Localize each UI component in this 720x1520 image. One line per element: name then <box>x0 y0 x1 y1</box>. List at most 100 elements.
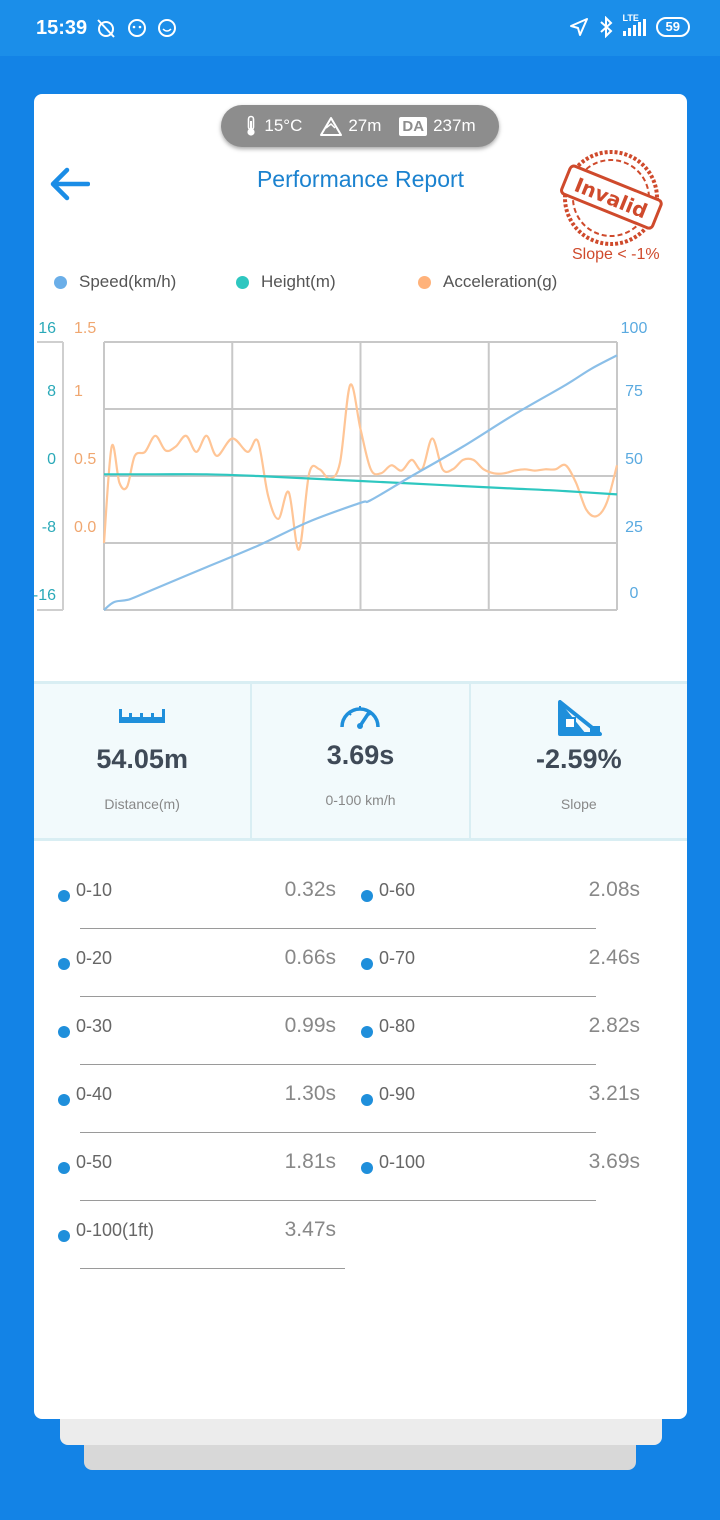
temperature: 15°C <box>244 115 302 137</box>
time-row-0-10: 0-10 0.32s <box>34 854 354 929</box>
smile-icon <box>158 19 176 37</box>
interval-label: 0-100(1ft) <box>76 1220 155 1240</box>
axis-tick-label: -16 <box>34 587 56 604</box>
altitude: 27m <box>320 116 381 136</box>
time-row-0-100: 0-100 3.69s <box>80 1126 657 1201</box>
interval-value: 3.69s <box>588 1150 640 1173</box>
row-divider <box>80 1132 596 1133</box>
back-arrow-icon[interactable] <box>48 166 90 202</box>
time-label: 0-100 km/h <box>325 792 396 808</box>
time-row-0-30: 0-30 0.99s <box>34 990 354 1065</box>
metrics-panel: 54.05m Distance(m) 3.69s 0-100 km/h <box>34 681 687 841</box>
metric-distance: 54.05m Distance(m) <box>34 684 250 838</box>
legend-acceleration-dot <box>418 275 431 289</box>
time-row-0-50: 0-50 1.81s <box>34 1126 354 1201</box>
stamp-note: Slope < -1% <box>572 246 660 263</box>
distance-label: Distance(m) <box>104 796 180 812</box>
conditions-pill: 15°C 27m DA 237m <box>221 105 499 147</box>
axis-tick-label: 50 <box>625 451 643 468</box>
thermometer-icon <box>247 115 255 136</box>
bullet-icon <box>58 1230 70 1242</box>
bullet-icon <box>58 890 70 902</box>
interval-value: 0.99s <box>284 1014 336 1037</box>
speedometer-icon <box>340 706 381 729</box>
axis-tick-label: 0.0 <box>74 519 96 536</box>
interval-value: 1.81s <box>284 1150 336 1173</box>
interval-label: 0-20 <box>76 948 113 968</box>
signal-icon: LTE <box>622 13 646 36</box>
axis-tick-label: 0.5 <box>74 451 96 468</box>
interval-label: 0-70 <box>379 948 416 968</box>
interval-value: 2.82s <box>588 1014 640 1037</box>
bullet-icon <box>361 1094 373 1106</box>
location-icon <box>569 18 588 36</box>
metric-slope: -2.59% Slope <box>468 684 687 838</box>
interval-label: 0-10 <box>76 880 113 900</box>
bullet-icon <box>58 1094 70 1106</box>
interval-value: 2.46s <box>588 946 640 969</box>
invalid-stamp: Invalid <box>560 150 663 246</box>
system-icons: LTE 59 <box>569 13 690 38</box>
legend-speed-label: Speed(km/h) <box>79 272 177 291</box>
axis-tick-label: 16 <box>38 320 56 337</box>
time-row-0-100-1ft: 0-100(1ft) 3.47s <box>34 1194 354 1269</box>
alarm-off-icon <box>97 19 115 38</box>
report-card: 15°C 27m DA 237m Performance Report Inva… <box>34 94 687 1419</box>
density-altitude: DA 237m <box>399 116 476 136</box>
temperature-value: 15°C <box>264 116 303 135</box>
row-divider <box>80 1064 596 1065</box>
legend-acceleration-label: Acceleration(g) <box>443 272 558 291</box>
bullet-icon <box>361 890 373 902</box>
interval-value: 3.21s <box>588 1082 640 1105</box>
axis-tick-label: 0 <box>630 585 639 602</box>
legend-height: Height(m) <box>236 272 336 292</box>
interval-value: 0.32s <box>284 878 336 901</box>
time-row-0-20: 0-20 0.66s <box>34 922 354 997</box>
altitude-value: 27m <box>348 116 382 135</box>
mountain-icon <box>320 117 343 136</box>
face-icon <box>128 19 146 37</box>
legend-speed-dot <box>54 275 67 289</box>
axis-tick-label: 0 <box>47 451 56 468</box>
axis-tick-label: 1 <box>74 383 83 400</box>
distance-value: 54.05m <box>96 744 188 774</box>
interval-label: 0-100 <box>379 1152 426 1172</box>
chart-legend: Speed(km/h) Height(m) Acceleration(g) <box>54 272 674 296</box>
speed-line <box>103 354 618 611</box>
battery-indicator: 59 <box>655 17 690 37</box>
interval-label: 0-30 <box>76 1016 113 1036</box>
interval-label: 0-50 <box>76 1152 113 1172</box>
height-line <box>104 473 618 496</box>
status-bar: 15:39 LTE 59 <box>0 0 720 56</box>
axis-tick-label: -8 <box>42 519 56 536</box>
card-stack-middle <box>60 1414 662 1445</box>
slope-value: -2.59% <box>536 744 622 774</box>
performance-chart: 16 8 0 -8 -16 1.5 1 0.5 0.0 100 75 50 25 0 <box>34 320 648 611</box>
axis-tick-label: 8 <box>47 383 56 400</box>
acceleration-line <box>102 383 619 551</box>
interval-label: 0-40 <box>76 1084 113 1104</box>
bullet-icon <box>361 958 373 970</box>
slope-icon <box>557 700 602 736</box>
axis-tick-label: 100 <box>621 320 648 337</box>
time-row-0-60: 0-60 2.08s <box>80 854 657 929</box>
time-row-0-70: 0-70 2.46s <box>80 922 657 997</box>
legend-speed: Speed(km/h) <box>54 272 176 292</box>
row-divider <box>80 928 596 929</box>
legend-acceleration: Acceleration(g) <box>418 272 557 292</box>
row-divider <box>80 1200 596 1201</box>
da-icon: DA <box>399 116 428 136</box>
page-title: Performance Report <box>256 166 465 192</box>
interval-value: 2.08s <box>588 878 640 901</box>
time-row-0-40: 0-40 1.30s <box>34 1058 354 1133</box>
interval-value: 3.47s <box>284 1218 336 1241</box>
bullet-icon <box>58 1162 70 1174</box>
legend-height-dot <box>236 275 249 289</box>
legend-height-label: Height(m) <box>261 272 336 291</box>
axis-tick-label: 25 <box>625 519 643 536</box>
bluetooth-icon <box>599 16 612 38</box>
axis-tick-label: 75 <box>625 383 643 400</box>
interval-value: 0.66s <box>284 946 336 969</box>
clock: 15:39 <box>36 17 88 39</box>
slope-label: Slope <box>560 796 597 812</box>
